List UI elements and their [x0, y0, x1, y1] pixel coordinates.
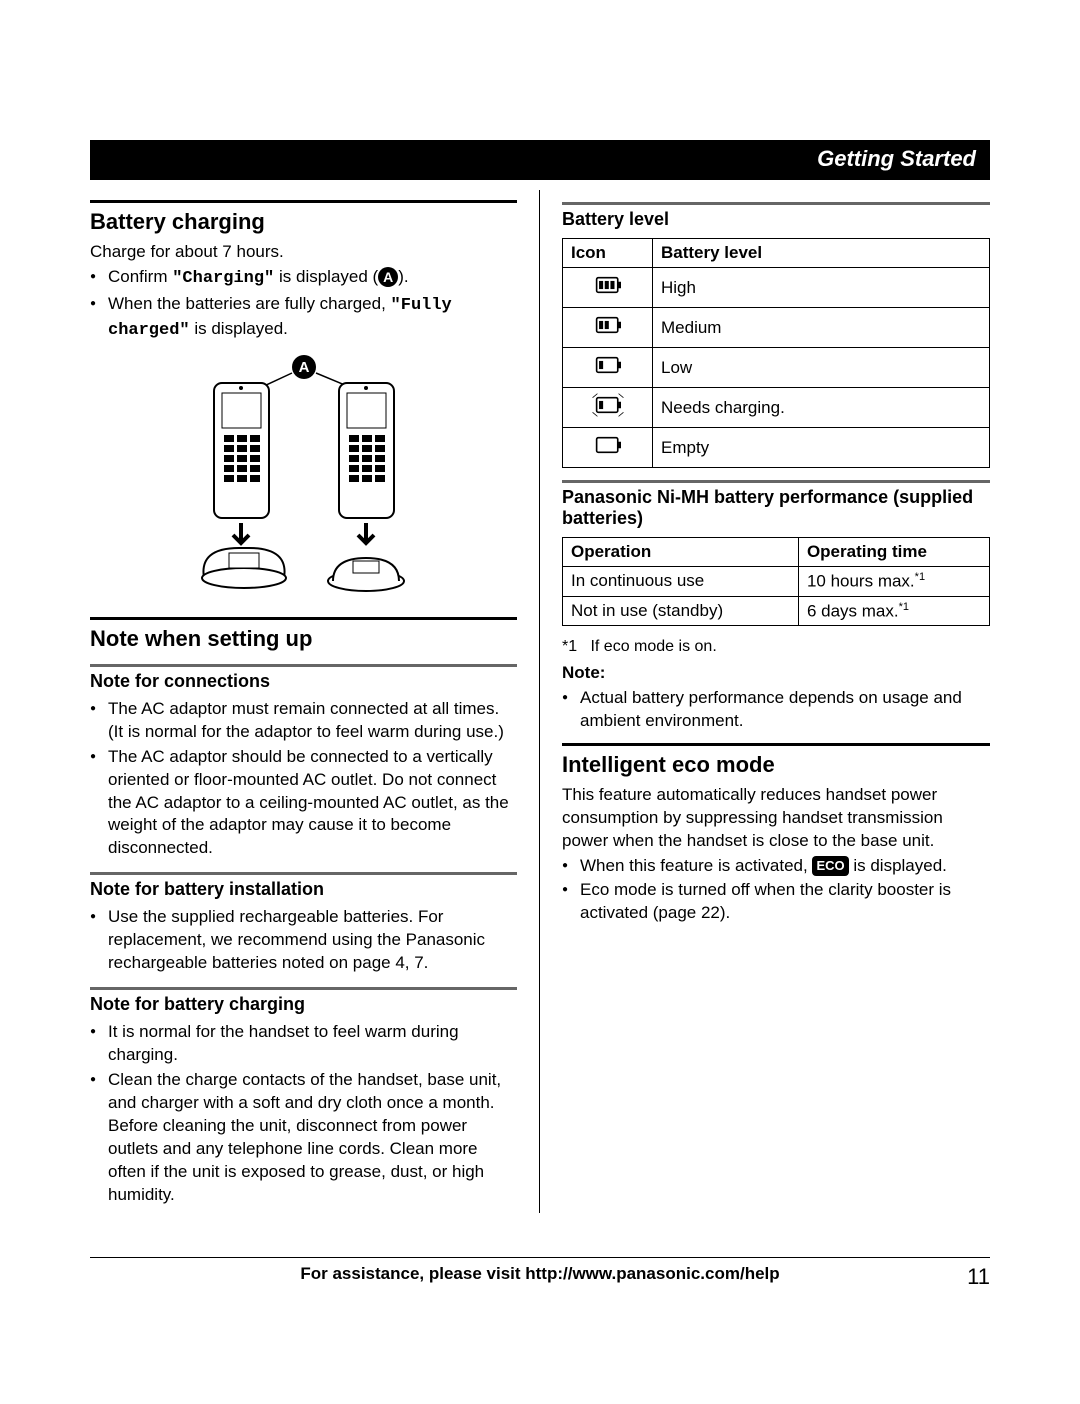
rule	[90, 200, 517, 203]
operation-cell: In continuous use	[563, 567, 799, 597]
time-cell: 6 days max.*1	[798, 596, 989, 626]
battery-charging-intro: Charge for about 7 hours.	[90, 241, 517, 264]
operation-cell: Not in use (standby)	[563, 596, 799, 626]
svg-text:A: A	[298, 359, 309, 376]
rule	[562, 480, 990, 483]
list-item: Use the supplied rechargeable batteries.…	[90, 906, 517, 975]
battery-charging-bullets: Confirm "Charging" is displayed (A). Whe…	[90, 266, 517, 343]
table-header: Operating time	[798, 538, 989, 567]
handset-charging-illustration: A	[154, 353, 454, 603]
list-item: The AC adaptor must remain connected at …	[90, 698, 517, 744]
eco-intro: This feature automatically reduces hands…	[562, 784, 990, 853]
list-item: When this feature is activated, ECO is d…	[562, 855, 990, 878]
note-battery-install-list: Use the supplied rechargeable batteries.…	[90, 906, 517, 975]
table-header: Battery level	[653, 239, 990, 268]
battery-level-cell: Empty	[653, 428, 990, 468]
performance-heading: Panasonic Ni-MH battery performance (sup…	[562, 487, 990, 529]
eco-bullets: When this feature is activated, ECO is d…	[562, 855, 990, 926]
section-header: Getting Started	[90, 140, 990, 180]
rule	[90, 617, 517, 620]
battery-charging-heading: Battery charging	[90, 209, 517, 235]
eco-heading: Intelligent eco mode	[562, 752, 990, 778]
page-number: 11	[967, 1264, 990, 1290]
battery-icon-cell	[563, 348, 653, 388]
battery-level-cell: Medium	[653, 308, 990, 348]
note-battery-charging-heading: Note for battery charging	[90, 994, 517, 1015]
table-row: Low	[563, 348, 990, 388]
time-cell: 10 hours max.*1	[798, 567, 989, 597]
table-row: Medium	[563, 308, 990, 348]
note-connections-list: The AC adaptor must remain connected at …	[90, 698, 517, 861]
callout-a-icon: A	[378, 267, 398, 287]
rule	[90, 664, 517, 667]
performance-table: Operation Operating time In continuous u…	[562, 537, 990, 626]
table-row: Needs charging.	[563, 388, 990, 428]
note-label: Note:	[562, 662, 990, 685]
right-column: Battery level Icon Battery level High Me…	[540, 190, 990, 1213]
battery-level-table: Icon Battery level High Medium Low Needs…	[562, 238, 990, 468]
battery-level-heading: Battery level	[562, 209, 990, 230]
footnote: *1 If eco mode is on.	[562, 636, 990, 658]
list-item: The AC adaptor should be connected to a …	[90, 746, 517, 861]
performance-note-list: Actual battery performance depends on us…	[562, 687, 990, 733]
table-row: Not in use (standby) 6 days max.*1	[563, 596, 990, 626]
list-item: Actual battery performance depends on us…	[562, 687, 990, 733]
eco-badge-icon: ECO	[812, 856, 848, 876]
rule	[562, 743, 990, 746]
rule	[90, 872, 517, 875]
list-item: When the batteries are fully charged, "F…	[90, 293, 517, 343]
rule	[562, 202, 990, 205]
battery-icon-cell	[563, 308, 653, 348]
note-connections-heading: Note for connections	[90, 671, 517, 692]
battery-level-cell: Needs charging.	[653, 388, 990, 428]
note-battery-charging-list: It is normal for the handset to feel war…	[90, 1021, 517, 1207]
list-item: Confirm "Charging" is displayed (A).	[90, 266, 517, 291]
table-row: Empty	[563, 428, 990, 468]
rule	[90, 987, 517, 990]
note-setup-heading: Note when setting up	[90, 626, 517, 652]
note-battery-install-heading: Note for battery installation	[90, 879, 517, 900]
left-column: Battery charging Charge for about 7 hour…	[90, 190, 540, 1213]
table-row: High	[563, 268, 990, 308]
battery-icon-cell	[563, 428, 653, 468]
table-header: Icon	[563, 239, 653, 268]
page-footer: For assistance, please visit http://www.…	[90, 1257, 990, 1284]
battery-icon-cell	[563, 388, 653, 428]
battery-level-cell: Low	[653, 348, 990, 388]
table-header: Operation	[563, 538, 799, 567]
table-row: In continuous use 10 hours max.*1	[563, 567, 990, 597]
battery-icon-cell	[563, 268, 653, 308]
footer-text: For assistance, please visit http://www.…	[300, 1264, 779, 1283]
two-column-layout: Battery charging Charge for about 7 hour…	[90, 190, 990, 1213]
list-item: Eco mode is turned off when the clarity …	[562, 879, 990, 925]
battery-level-cell: High	[653, 268, 990, 308]
list-item: It is normal for the handset to feel war…	[90, 1021, 517, 1067]
section-title: Getting Started	[817, 146, 976, 171]
list-item: Clean the charge contacts of the handset…	[90, 1069, 517, 1207]
